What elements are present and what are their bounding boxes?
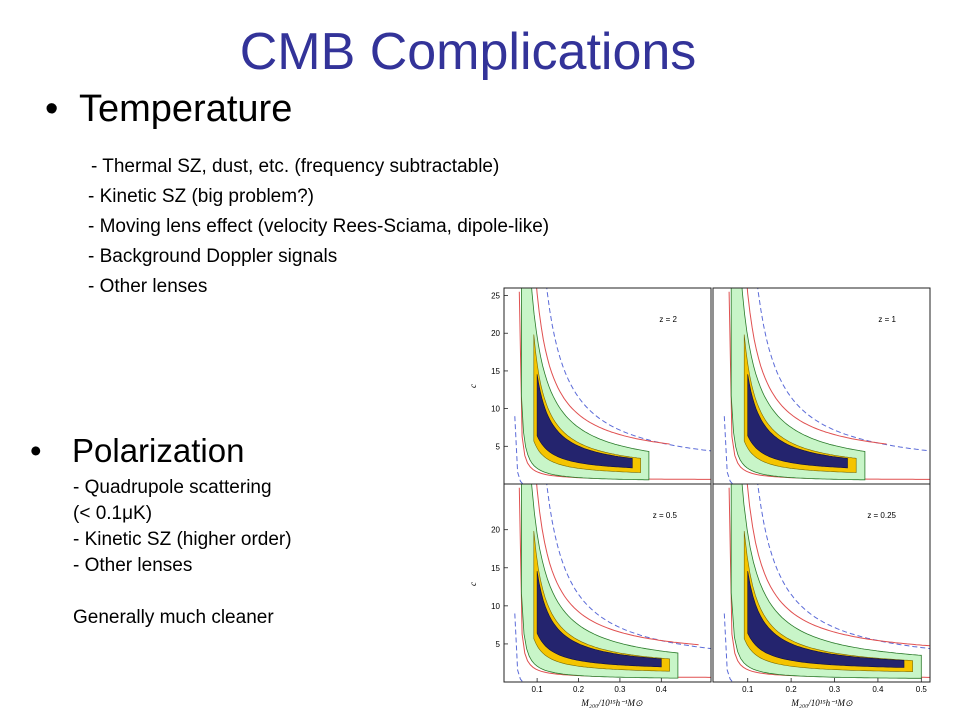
- slide-title: CMB Complications: [239, 23, 697, 81]
- polarization-note: Generally much cleaner: [73, 607, 274, 628]
- y-tick-label: 5: [496, 442, 501, 451]
- list-item: - Background Doppler signals: [88, 246, 338, 267]
- y-tick-label: 10: [491, 602, 500, 611]
- contour-figure: z = 2 25 20 15 10 5 z = 1 z = 0.5 20 15 10 5 0.1 0.2 0…: [462, 276, 950, 712]
- panel-3: z = 0.5 20 15 10 5 0.1 0.2 0.3 0.4: [491, 483, 712, 694]
- x-axis-label: M₂₀₀/10¹⁵h⁻¹M⊙: [580, 698, 643, 708]
- temperature-heading: Temperature: [79, 88, 293, 130]
- y-tick-label: 15: [491, 564, 500, 573]
- panel-4: z = 0.25 0.1 0.2 0.3 0.4 0.5: [712, 483, 931, 694]
- inner-contour: [747, 374, 848, 469]
- x-tick-label: 0.1: [532, 685, 544, 694]
- x-axis-label: M₂₀₀/10¹⁵h⁻¹M⊙: [790, 698, 853, 708]
- panel-2: z = 1: [712, 287, 931, 485]
- inner-contour: [536, 571, 662, 668]
- dashed-contour: [757, 288, 930, 452]
- x-tick-label: 0.4: [872, 685, 884, 694]
- dashed-contour: [546, 288, 711, 452]
- temperature-list: - Thermal SZ, dust, etc. (frequency subt…: [88, 152, 549, 302]
- list-item: - Other lenses: [73, 555, 193, 576]
- panel-label: z = 1: [878, 315, 896, 324]
- list-item: - Other lenses: [88, 276, 208, 297]
- inner-contour: [747, 571, 905, 668]
- panel-label: z = 0.5: [653, 511, 678, 520]
- panel-frame: [712, 483, 931, 683]
- polarization-list: - Quadrupole scattering (< 0.1μK) - Kine…: [73, 475, 292, 631]
- list-item: - Thermal SZ, dust, etc. (frequency subt…: [91, 156, 500, 177]
- x-tick-label: 0.3: [829, 685, 841, 694]
- x-tick-label: 0.2: [573, 685, 585, 694]
- bullet-icon: •: [30, 432, 42, 469]
- y-tick-label: 20: [491, 526, 500, 535]
- y-axis-label: c: [468, 384, 478, 388]
- y-tick-label: 5: [496, 640, 501, 649]
- red-contour: [746, 288, 887, 445]
- y-axis-label: c: [468, 582, 478, 586]
- dashed-contour: [546, 484, 711, 650]
- list-item: - Kinetic SZ (big problem?): [88, 186, 314, 207]
- y-tick-label: 25: [491, 292, 500, 301]
- dashed-contour: [757, 484, 930, 650]
- middle-contour: [533, 530, 670, 672]
- inner-contour: [536, 374, 633, 469]
- temperature-heading-row: • Temperature: [45, 88, 292, 131]
- x-tick-label: 0.2: [786, 685, 798, 694]
- polarization-heading-row: • Polarization: [30, 432, 244, 470]
- bullet-icon: •: [45, 88, 59, 130]
- red-contour: [746, 484, 930, 647]
- x-tick-label: 0.3: [614, 685, 626, 694]
- panel-label: z = 0.25: [867, 511, 896, 520]
- contour-plot-grid: z = 2 25 20 15 10 5 z = 1 z = 0.5 20 15 10 5 0.1 0.2 0…: [468, 287, 931, 708]
- polarization-heading: Polarization: [72, 432, 245, 469]
- y-tick-label: 20: [491, 329, 500, 338]
- y-tick-label: 10: [491, 405, 500, 414]
- y-tick-label: 15: [491, 367, 500, 376]
- red-contour: [536, 288, 670, 445]
- list-item: (< 0.1μK): [73, 503, 153, 524]
- x-tick-label: 0.1: [742, 685, 754, 694]
- list-item: - Quadrupole scattering: [73, 477, 272, 498]
- red-contour: [536, 484, 699, 646]
- panel-label: z = 2: [659, 315, 677, 324]
- middle-contour: [743, 530, 913, 673]
- panel-frame: [503, 483, 712, 683]
- x-tick-label: 0.5: [916, 685, 928, 694]
- list-item: - Moving lens effect (velocity Rees-Scia…: [88, 216, 550, 237]
- x-tick-label: 0.4: [656, 685, 668, 694]
- list-item: - Kinetic SZ (higher order): [73, 529, 292, 550]
- panel-1: z = 2 25 20 15 10 5: [491, 287, 712, 485]
